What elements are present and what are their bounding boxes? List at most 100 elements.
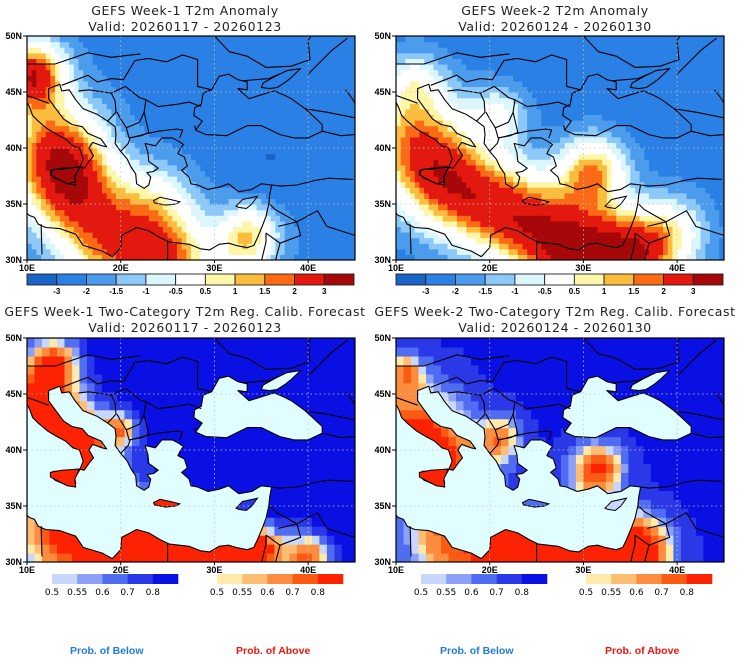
field-cell <box>634 237 641 244</box>
field-cell <box>569 108 575 115</box>
field-cell <box>125 64 131 71</box>
field-cell <box>134 75 141 82</box>
field-cell <box>503 209 510 216</box>
field-cell <box>639 120 645 127</box>
field-cell <box>555 103 561 110</box>
field-cell <box>116 209 122 216</box>
field-cell <box>148 103 155 110</box>
field-cell <box>78 187 84 194</box>
field-cell <box>158 142 164 149</box>
field-cell <box>438 220 444 227</box>
field-cell <box>536 114 542 121</box>
field-cell <box>456 220 463 227</box>
field-cell <box>350 41 355 48</box>
field-cell <box>578 47 585 54</box>
field-cell <box>251 80 258 87</box>
field-cell <box>433 125 439 132</box>
field-cell <box>475 58 481 65</box>
field-cell <box>251 159 258 166</box>
field-cell <box>630 64 636 71</box>
field-cell <box>592 125 599 132</box>
field-cell <box>597 64 603 71</box>
field-cell <box>326 114 333 121</box>
field-cell <box>513 215 519 222</box>
field-cell <box>326 159 333 166</box>
field-cell <box>508 41 514 48</box>
field-cell <box>583 75 589 82</box>
field-cell <box>176 47 183 54</box>
field-cell <box>414 232 421 239</box>
field-cell <box>31 80 37 87</box>
field-cell <box>87 215 94 222</box>
field-cell <box>308 69 314 76</box>
field-cell <box>602 64 608 71</box>
field-cell <box>289 92 295 99</box>
field-cell <box>606 64 613 71</box>
field-cell <box>55 64 61 71</box>
field-cell <box>251 187 258 194</box>
field-cell <box>592 153 599 160</box>
field-cell <box>172 254 178 260</box>
field-cell <box>312 254 319 260</box>
field-cell <box>111 120 117 127</box>
field-cell <box>237 220 244 227</box>
field-cell <box>611 198 617 205</box>
field-cell <box>308 148 314 155</box>
field-cell <box>209 52 216 59</box>
field-cell <box>555 92 561 99</box>
field-cell <box>256 237 262 244</box>
field-cell <box>69 36 75 43</box>
field-cell <box>312 204 319 211</box>
field-cell <box>630 164 636 171</box>
field-cell <box>322 41 328 48</box>
field-cell <box>139 187 145 194</box>
field-cell <box>527 159 533 166</box>
field-cell <box>611 164 617 171</box>
field-cell <box>466 164 472 171</box>
field-cell <box>456 181 463 188</box>
field-cell <box>345 136 351 143</box>
field-cell <box>564 153 570 160</box>
field-cell <box>419 176 425 183</box>
field-cell <box>597 248 603 255</box>
field-cell <box>101 136 108 143</box>
field-cell <box>195 125 201 132</box>
field-cell <box>106 69 112 76</box>
field-cell <box>167 226 173 233</box>
field-cell <box>345 204 351 211</box>
field-cell <box>83 120 89 127</box>
field-cell <box>45 47 52 54</box>
field-cell <box>233 136 239 143</box>
field-cell <box>578 36 585 43</box>
field-cell <box>499 64 505 71</box>
field-cell <box>494 248 500 255</box>
field-cell <box>219 52 225 59</box>
field-cell <box>265 120 272 127</box>
field-cell <box>480 187 486 194</box>
field-cell <box>503 131 510 138</box>
field-cell <box>223 153 230 160</box>
field-cell <box>466 86 472 93</box>
field-cell <box>205 248 211 255</box>
field-cell <box>251 176 258 183</box>
field-cell <box>550 248 556 255</box>
field-cell <box>233 64 239 71</box>
field-cell <box>36 108 42 115</box>
field-cell <box>69 52 75 59</box>
field-cell <box>261 86 267 93</box>
field-cell <box>162 142 169 149</box>
field-cell <box>531 120 538 127</box>
field-cell <box>336 164 342 171</box>
field-cell <box>55 47 61 54</box>
field-cell <box>508 47 514 54</box>
country-border <box>345 89 355 104</box>
field-cell <box>31 153 37 160</box>
field-cell <box>414 142 421 149</box>
field-cell <box>256 226 262 233</box>
field-cell <box>139 220 145 227</box>
field-cell <box>303 47 309 54</box>
field-cell <box>87 232 94 239</box>
field-cell <box>494 198 500 205</box>
field-cell <box>322 237 328 244</box>
field-cell <box>64 131 70 138</box>
